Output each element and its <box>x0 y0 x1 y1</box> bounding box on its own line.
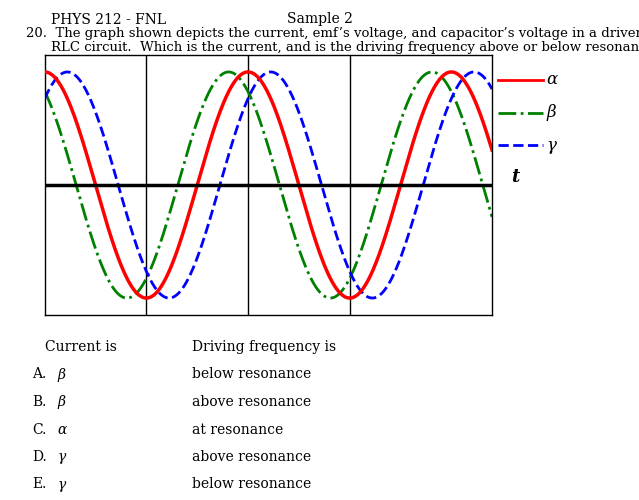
Text: Current is: Current is <box>45 340 116 354</box>
Text: D.: D. <box>32 450 47 464</box>
Text: α: α <box>546 72 558 88</box>
Text: C.: C. <box>32 422 46 436</box>
Text: β: β <box>58 395 66 409</box>
Text: below resonance: below resonance <box>192 478 311 492</box>
Text: RLC circuit.  Which is the current, and is the driving frequency above or below : RLC circuit. Which is the current, and i… <box>51 41 639 54</box>
Text: PHYS 212 - FNL: PHYS 212 - FNL <box>51 12 166 26</box>
Text: E.: E. <box>32 478 46 492</box>
Text: β: β <box>58 368 66 382</box>
Text: at resonance: at resonance <box>192 422 283 436</box>
Text: B.: B. <box>32 395 46 409</box>
Text: 20.  The graph shown depicts the current, emf’s voltage, and capacitor’s voltage: 20. The graph shown depicts the current,… <box>26 28 639 40</box>
Text: below resonance: below resonance <box>192 368 311 382</box>
Text: Sample 2: Sample 2 <box>286 12 353 26</box>
Text: A.: A. <box>32 368 46 382</box>
Text: α: α <box>58 422 67 436</box>
Text: Driving frequency is: Driving frequency is <box>192 340 336 354</box>
Text: t: t <box>511 168 520 186</box>
Text: γ: γ <box>546 136 556 154</box>
Text: above resonance: above resonance <box>192 395 311 409</box>
Text: β: β <box>546 104 556 121</box>
Text: γ: γ <box>58 478 66 492</box>
Text: γ: γ <box>58 450 66 464</box>
Text: above resonance: above resonance <box>192 450 311 464</box>
